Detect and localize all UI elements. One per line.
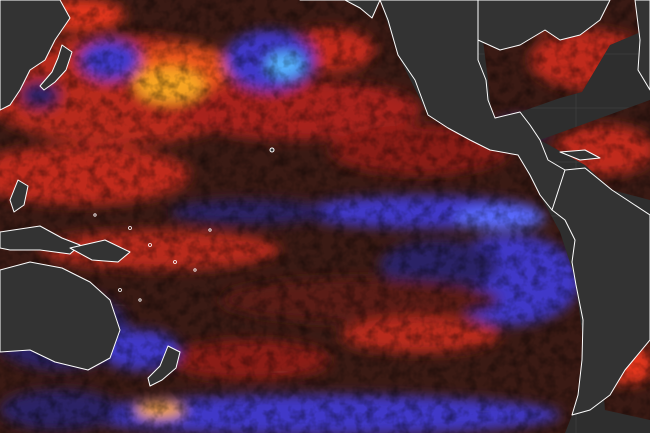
canada-landmass xyxy=(477,0,611,51)
pacific-islands xyxy=(93,213,212,302)
south-america-landmass xyxy=(551,167,650,416)
caribbean-islands xyxy=(559,149,601,161)
hawaii-islands xyxy=(269,147,275,153)
indonesia-islands xyxy=(0,225,81,255)
new-guinea-island xyxy=(69,239,131,263)
new-zealand-islands xyxy=(147,345,181,387)
japan-island xyxy=(39,44,73,91)
coastlines xyxy=(0,0,650,416)
asia-landmass xyxy=(0,0,71,111)
west-africa-landmass xyxy=(634,0,650,91)
alaska-landmass xyxy=(299,0,381,19)
australia-landmass xyxy=(0,261,121,371)
philippines-islands xyxy=(9,179,29,213)
